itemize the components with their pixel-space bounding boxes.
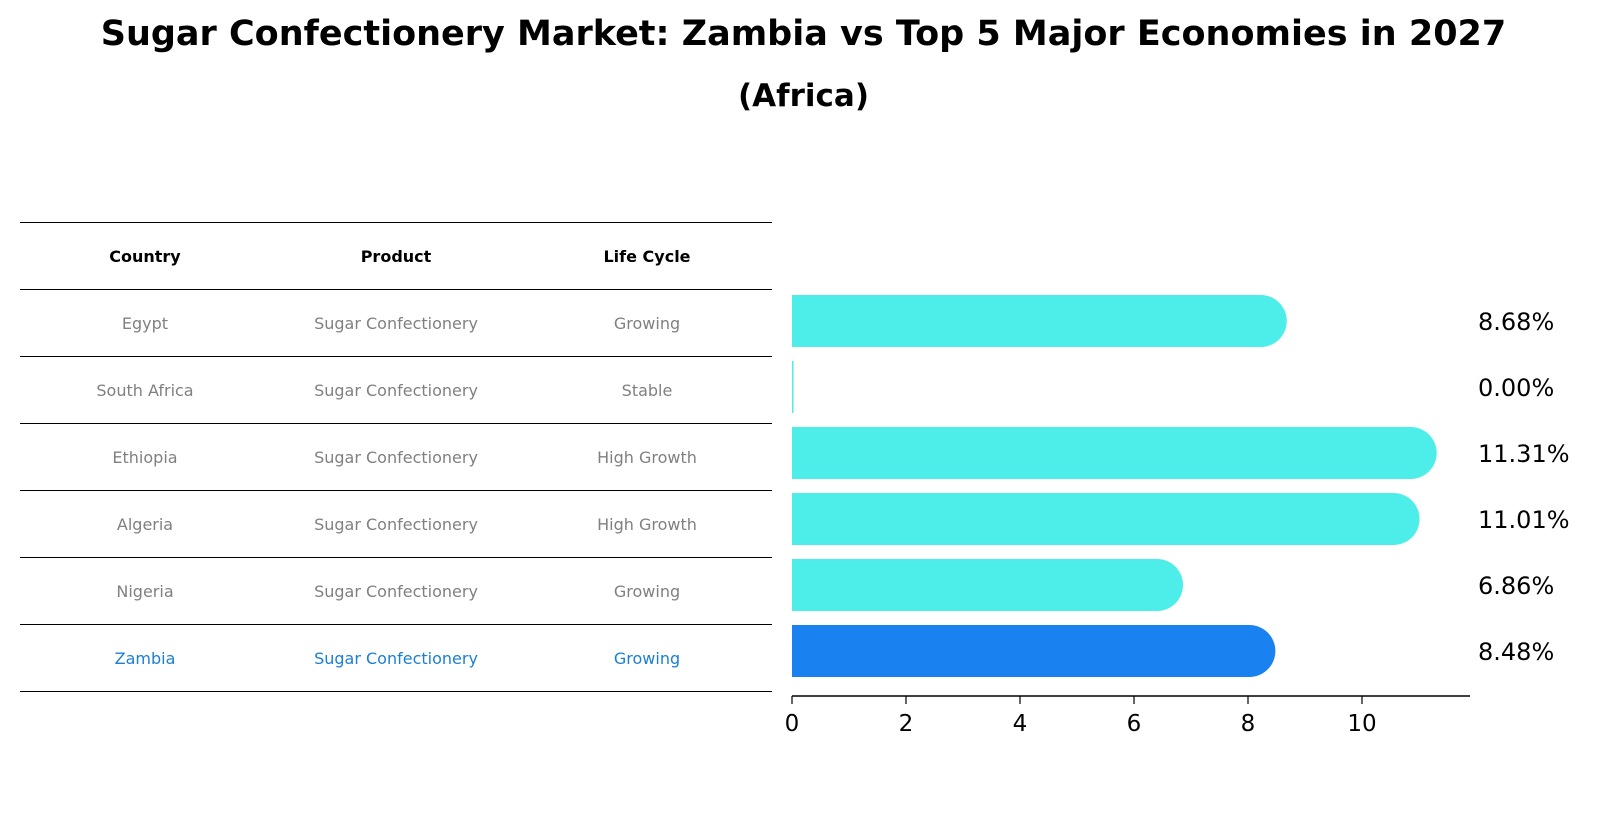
- x-tick-label: 6: [1127, 711, 1142, 737]
- x-tick-label: 10: [1347, 711, 1376, 737]
- chart-title: Sugar Confectionery Market: Zambia vs To…: [100, 14, 1507, 54]
- x-tick-label: 8: [1241, 711, 1256, 737]
- life-cycle-cell: Growing: [613, 581, 681, 601]
- product-cell: Sugar Confectionery: [314, 648, 478, 668]
- bar-zambia: [792, 625, 1276, 677]
- table-header-row: Country Product Life Cycle: [20, 222, 772, 289]
- table-row-highlight: Zambia Sugar Confectionery Growing: [20, 624, 772, 692]
- table-row: Nigeria Sugar Confectionery Growing: [20, 557, 772, 624]
- product-cell: Sugar Confectionery: [314, 313, 478, 333]
- x-tick-label: 2: [899, 711, 914, 737]
- product-cell: Sugar Confectionery: [314, 447, 478, 467]
- table-row: Ethiopia Sugar Confectionery High Growth: [20, 423, 772, 490]
- life-cycle-cell: Growing: [613, 648, 681, 668]
- table-row: Egypt Sugar Confectionery Growing: [20, 289, 772, 356]
- value-label: 11.31%: [1478, 440, 1570, 468]
- header-product: Product: [360, 246, 432, 266]
- bar-south-africa: [792, 361, 794, 413]
- header-country: Country: [109, 246, 181, 266]
- bar-ethiopia: [792, 427, 1437, 479]
- value-label: 8.68%: [1478, 308, 1554, 336]
- table-row: South Africa Sugar Confectionery Stable: [20, 356, 772, 423]
- product-cell: Sugar Confectionery: [314, 514, 478, 534]
- country-cell: Egypt: [121, 313, 169, 333]
- product-cell: Sugar Confectionery: [314, 581, 478, 601]
- bar-egypt: [792, 295, 1287, 347]
- life-cycle-cell: Growing: [613, 313, 681, 333]
- value-label: 8.48%: [1478, 638, 1554, 666]
- value-label: 0.00%: [1478, 374, 1554, 402]
- life-cycle-cell: High Growth: [597, 447, 697, 467]
- country-cell: South Africa: [96, 380, 194, 400]
- product-cell: Sugar Confectionery: [314, 380, 478, 400]
- country-cell: Nigeria: [116, 581, 174, 601]
- chart-subtitle: (Africa): [737, 78, 870, 114]
- bar-algeria: [792, 493, 1420, 545]
- table-row: Algeria Sugar Confectionery High Growth: [20, 490, 772, 557]
- value-label: 11.01%: [1478, 506, 1570, 534]
- life-cycle-cell: High Growth: [597, 514, 697, 534]
- x-tick-label: 4: [1013, 711, 1028, 737]
- value-label: 6.86%: [1478, 572, 1554, 600]
- country-cell: Ethiopia: [112, 447, 178, 467]
- country-cell: Algeria: [116, 514, 174, 534]
- bar-nigeria: [792, 559, 1184, 611]
- life-cycle-cell: Stable: [621, 380, 673, 400]
- header-life-cycle: Life Cycle: [603, 246, 691, 266]
- x-tick-label: 0: [785, 711, 800, 737]
- country-table: Country Product Life Cycle Egypt Sugar C…: [20, 222, 772, 692]
- country-cell: Zambia: [114, 648, 176, 668]
